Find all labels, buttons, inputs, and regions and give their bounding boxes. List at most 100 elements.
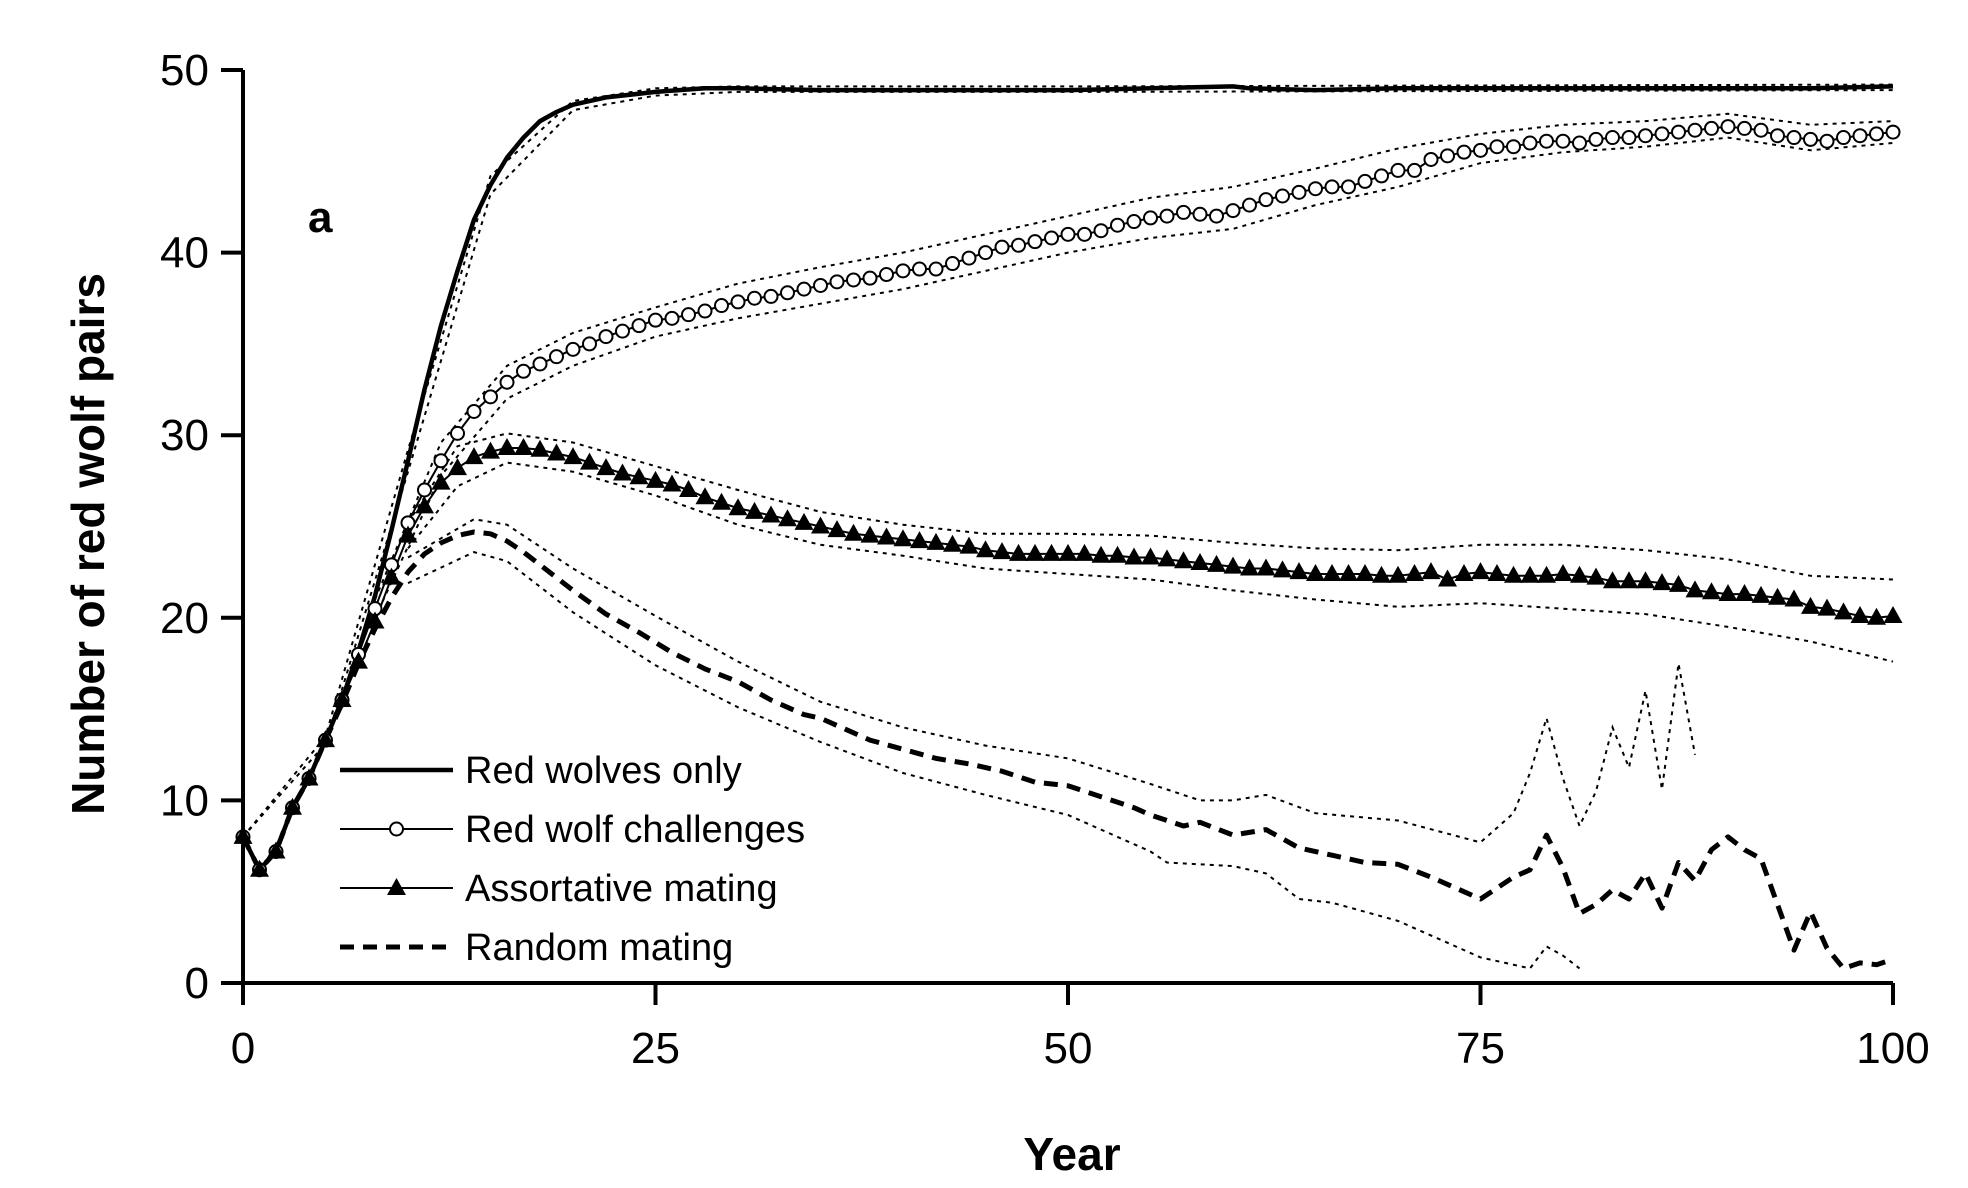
data-point-red-wolf-challenges (961, 250, 977, 266)
data-point-red-wolf-challenges (1770, 128, 1785, 144)
panel-label: a (308, 193, 333, 242)
data-point-assortative-mating (1718, 584, 1738, 602)
data-point-red-wolf-challenges (780, 285, 795, 301)
legend-item-red-wolves-only: Red wolves only (340, 750, 742, 792)
x-tick-label: 50 (1044, 1024, 1093, 1073)
data-point-assortative-mating (1603, 571, 1622, 589)
data-point-red-wolf-challenges (1357, 173, 1373, 189)
y-tick-label: 0 (185, 959, 209, 1008)
data-point-red-wolf-challenges (945, 256, 960, 272)
data-point-assortative-mating (1652, 573, 1672, 591)
data-point-red-wolf-challenges (532, 356, 548, 372)
data-point-red-wolf-challenges (796, 281, 812, 297)
data-point-red-wolf-challenges (730, 294, 746, 310)
data-point-assortative-mating (332, 689, 352, 707)
data-point-red-wolf-challenges (1027, 234, 1043, 250)
data-point-assortative-mating (365, 611, 385, 629)
data-point-assortative-mating (580, 452, 599, 470)
y-tick-label: 20 (160, 594, 209, 643)
data-point-red-wolf-challenges (565, 341, 581, 357)
data-point-assortative-mating (299, 768, 319, 786)
data-point-red-wolf-challenges (813, 277, 828, 293)
data-point-red-wolf-challenges (714, 298, 729, 314)
data-point-assortative-mating (1174, 551, 1193, 569)
data-point-assortative-mating (745, 501, 764, 519)
legend-item-assortative-mating: Assortative mating (340, 868, 778, 910)
data-point-assortative-mating (1850, 605, 1870, 623)
data-point-red-wolf-challenges (763, 288, 779, 304)
data-point-assortative-mating (827, 520, 847, 538)
data-point-assortative-mating (431, 472, 451, 490)
data-point-red-wolf-challenges (1671, 124, 1686, 140)
data-point-red-wolf-challenges (483, 389, 498, 405)
data-point-assortative-mating (893, 529, 913, 547)
data-point-assortative-mating (1339, 563, 1358, 581)
legend-label: Red wolf challenges (465, 809, 805, 851)
data-point-assortative-mating (629, 467, 649, 485)
legend-item-red-wolf-challenges: Red wolf challenges (340, 809, 805, 851)
data-point-assortative-mating (1355, 563, 1375, 581)
legend-label: Random mating (465, 927, 733, 969)
y-tick-label: 40 (160, 229, 209, 278)
data-point-assortative-mating (910, 531, 929, 549)
data-point-red-wolf-challenges (582, 336, 597, 352)
data-point-red-wolf-challenges (1341, 179, 1356, 195)
data-point-red-wolf-challenges (1423, 151, 1439, 167)
data-point-red-wolf-challenges (928, 261, 944, 277)
data-point-assortative-mating (1537, 565, 1556, 583)
data-point-red-wolf-challenges (1275, 188, 1290, 204)
data-point-red-wolf-challenges (1737, 120, 1752, 136)
x-tick-label: 75 (1456, 1024, 1505, 1073)
data-point-red-wolf-challenges (846, 272, 861, 288)
data-point-assortative-mating (728, 498, 748, 516)
data-point-assortative-mating (695, 487, 715, 505)
data-point-assortative-mating (1141, 547, 1160, 565)
data-point-red-wolf-challenges (1258, 192, 1274, 208)
data-point-red-wolf-challenges (1242, 197, 1257, 213)
data-point-red-wolf-challenges (862, 270, 878, 286)
series-line-assortative-mating (242, 447, 1894, 871)
data-point-red-wolf-challenges (1786, 130, 1802, 146)
data-point-assortative-mating (530, 439, 550, 457)
data-point-assortative-mating (1471, 562, 1490, 580)
data-point-assortative-mating (1685, 580, 1705, 598)
data-point-assortative-mating (1108, 545, 1127, 563)
data-point-assortative-mating (1735, 584, 1754, 602)
data-point-red-wolf-challenges (1324, 179, 1340, 195)
data-point-red-wolf-challenges (1308, 181, 1323, 197)
data-point-red-wolf-challenges (1819, 133, 1835, 149)
x-axis-title: Year (1023, 1128, 1120, 1180)
data-point-red-wolf-challenges (1803, 131, 1818, 147)
data-point-red-wolf-challenges (1489, 139, 1505, 155)
data-point-assortative-mating (1801, 596, 1820, 614)
data-point-assortative-mating (1702, 582, 1721, 600)
data-point-assortative-mating (926, 532, 946, 550)
y-tick-label: 30 (160, 411, 209, 460)
data-point-assortative-mating (1421, 562, 1441, 580)
data-point-assortative-mating (1289, 562, 1309, 580)
data-point-red-wolf-challenges (912, 261, 927, 277)
data-point-red-wolf-challenges (1572, 135, 1587, 151)
data-point-assortative-mating (1091, 545, 1111, 563)
data-point-assortative-mating (1042, 543, 1061, 561)
data-point-assortative-mating (382, 567, 401, 585)
data-point-assortative-mating (448, 458, 467, 476)
data-point-assortative-mating (1075, 543, 1094, 561)
data-point-assortative-mating (1322, 563, 1342, 581)
data-point-red-wolf-challenges (1522, 135, 1538, 151)
data-point-red-wolf-challenges (648, 312, 663, 328)
data-point-red-wolf-challenges (1506, 139, 1521, 155)
data-point-assortative-mating (1388, 565, 1408, 583)
data-point-assortative-mating (943, 534, 962, 552)
data-point-red-wolf-challenges (1093, 223, 1109, 239)
data-point-red-wolf-challenges (1440, 148, 1455, 164)
data-point-red-wolf-challenges (1176, 204, 1191, 220)
data-point-assortative-mating (662, 474, 682, 492)
data-point-assortative-mating (613, 463, 632, 481)
data-point-assortative-mating (1619, 571, 1639, 589)
data-point-assortative-mating (316, 730, 335, 748)
data-point-assortative-mating (1058, 543, 1078, 561)
data-point-assortative-mating (283, 797, 302, 815)
data-point-assortative-mating (1867, 607, 1886, 625)
